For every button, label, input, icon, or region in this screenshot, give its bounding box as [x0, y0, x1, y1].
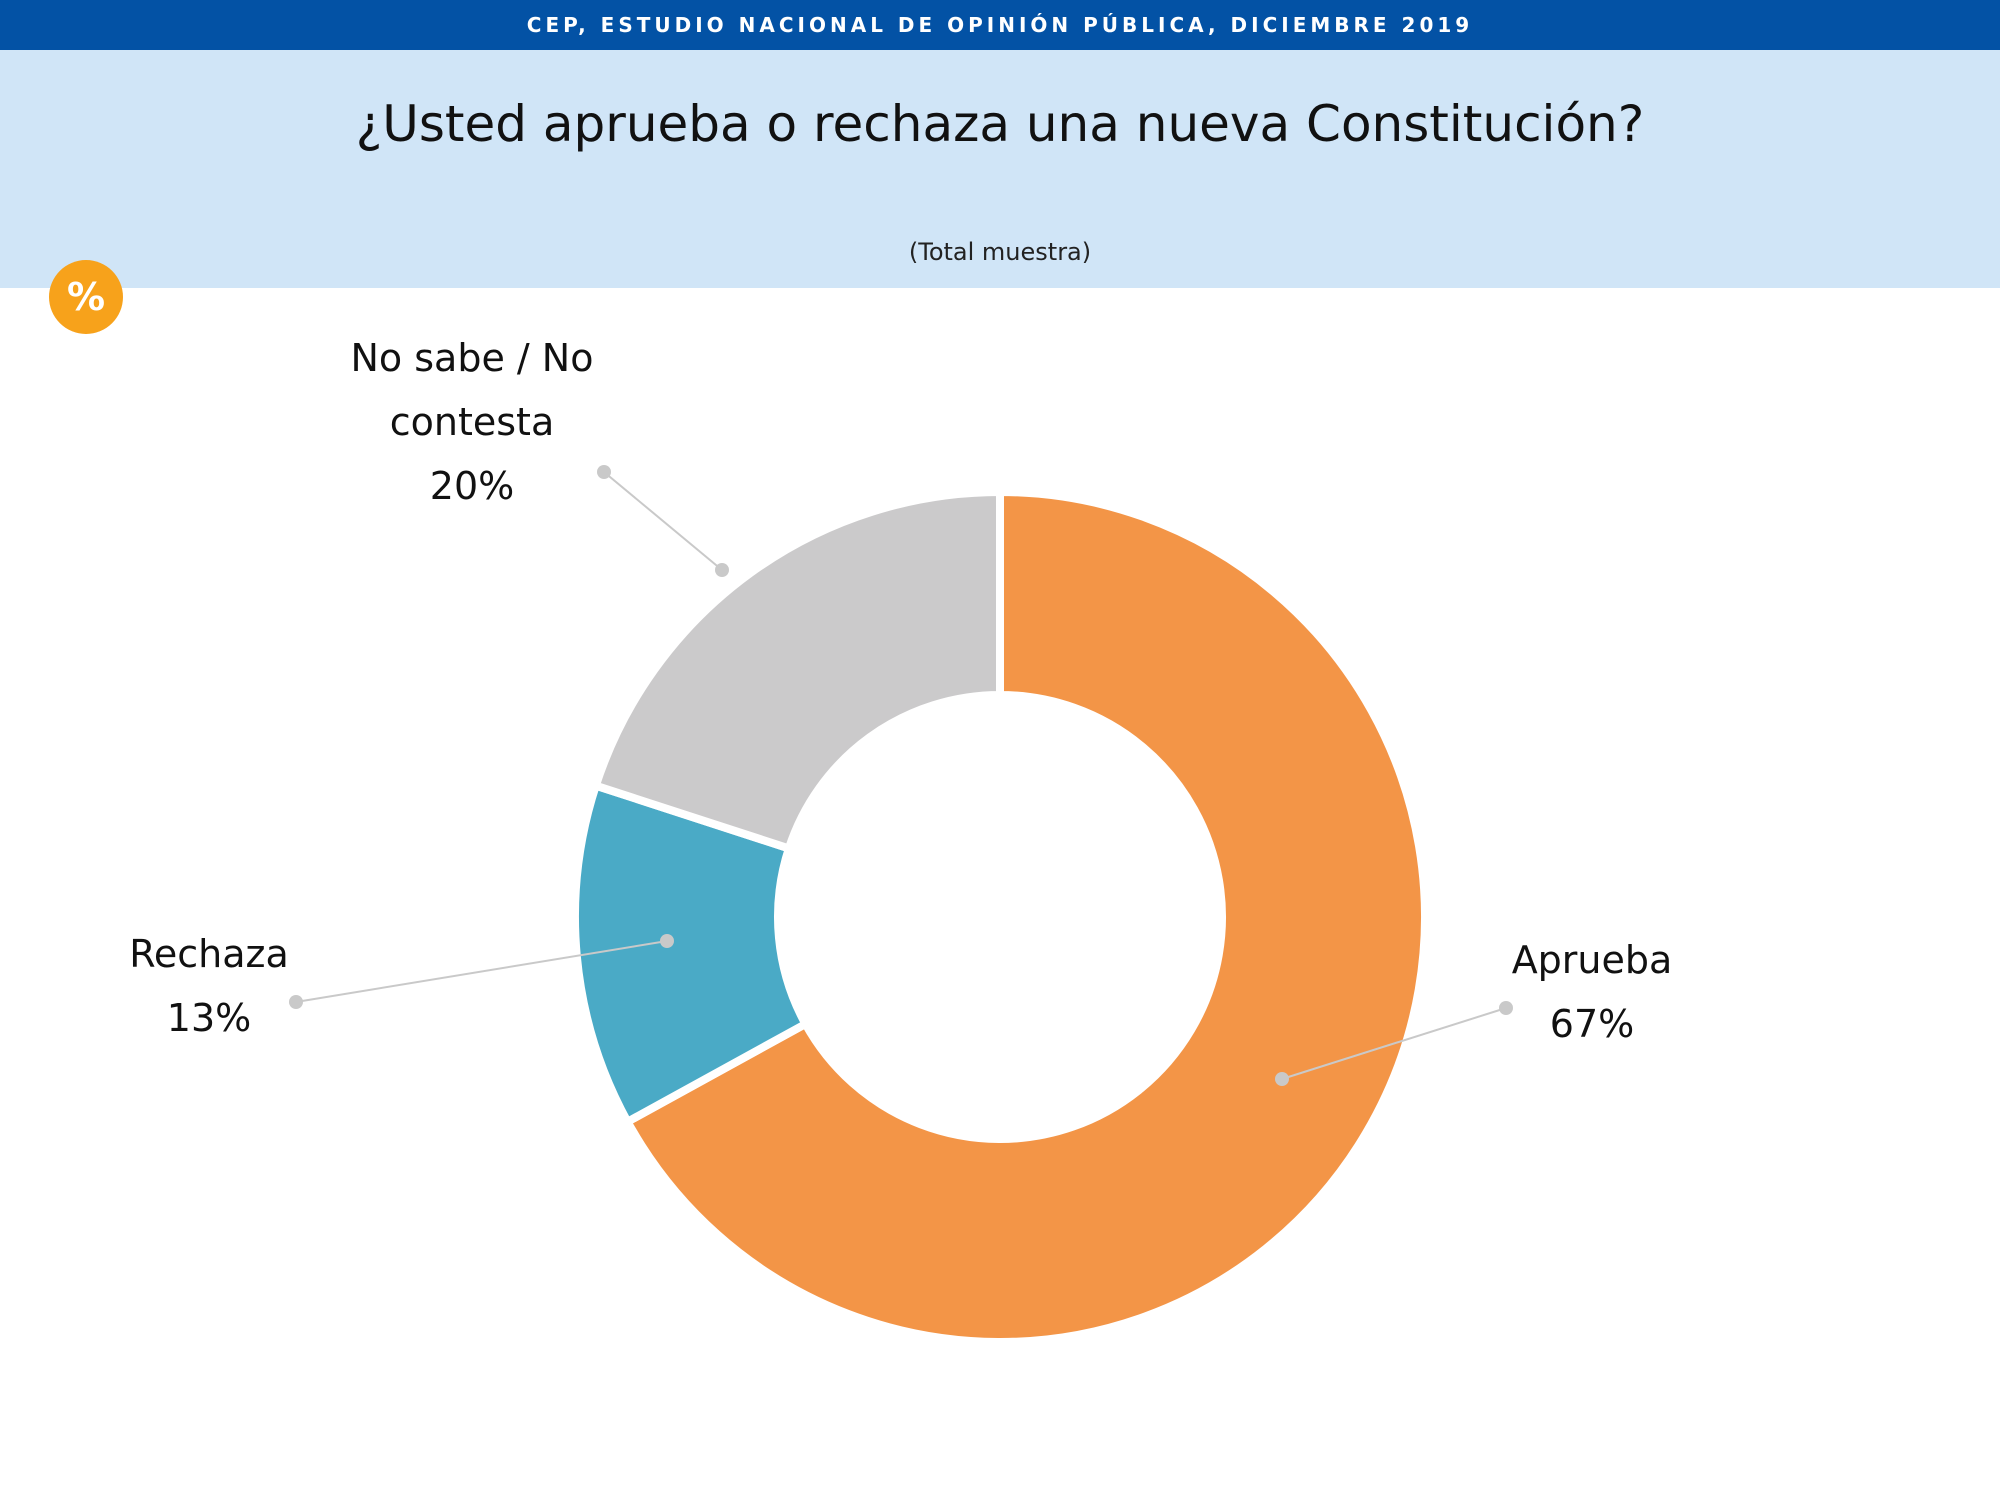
percent-badge-icon: % [49, 260, 123, 334]
leader-dot-no-sabe-no-contesta [597, 465, 611, 479]
category-label-aprueba: Aprueba [1512, 938, 1673, 982]
leader-line-aprueba [1281, 1007, 1507, 1080]
category-label-rechaza: Rechaza [129, 932, 289, 976]
category-label-no-sabe-no-contesta: No sabe / No [351, 336, 594, 380]
chart-title: ¿Usted aprueba o rechaza una nueva Const… [355, 95, 1645, 153]
value-label-aprueba: 67% [1550, 1002, 1634, 1046]
source-text: CEP, ESTUDIO NACIONAL DE OPINIÓN PÚBLICA… [526, 13, 1474, 37]
donut-slice-no-sabe-no-contesta [590, 487, 1004, 854]
value-label-no-sabe-no-contesta: 20% [430, 464, 514, 508]
donut-slice-rechaza [571, 780, 811, 1128]
category-label-no-sabe-no-contesta: contesta [390, 400, 555, 444]
value-label-rechaza: 13% [167, 996, 251, 1040]
donut-slice-aprueba [622, 487, 1429, 1346]
leader-line-no-sabe-no-contesta [603, 471, 723, 571]
leader-dot-aprueba [1499, 1001, 1513, 1015]
leader-dot-rechaza [289, 995, 303, 1009]
leader-dot-aprueba [1275, 1072, 1289, 1086]
leader-dot-rechaza [660, 934, 674, 948]
leader-dot-no-sabe-no-contesta [715, 563, 729, 577]
chart-subtitle: (Total muestra) [908, 238, 1092, 266]
header-band [0, 50, 2000, 288]
source-bar: CEP, ESTUDIO NACIONAL DE OPINIÓN PÚBLICA… [0, 0, 2000, 50]
leader-line-rechaza [295, 940, 668, 1003]
